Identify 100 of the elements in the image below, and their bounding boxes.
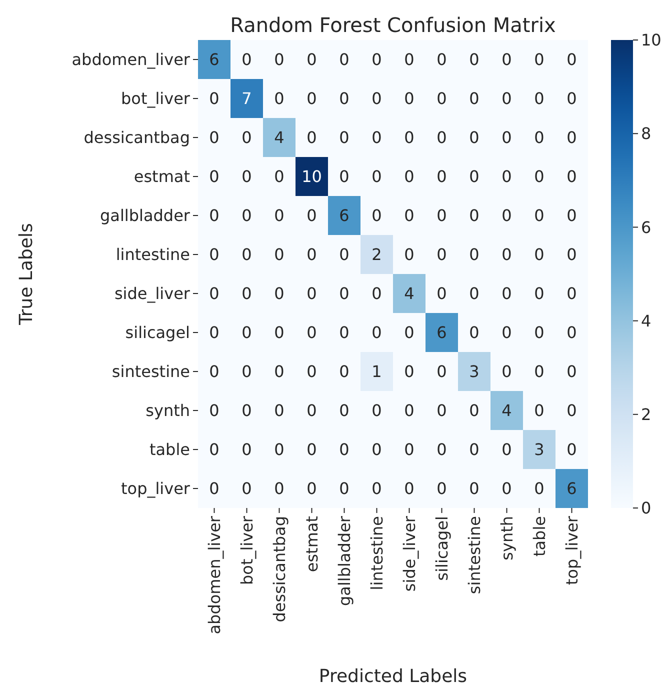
y-tick-label: bot_liver: [121, 89, 190, 108]
data-label: 0: [502, 440, 512, 460]
data-label: 0: [274, 50, 284, 70]
data-label: 0: [209, 167, 220, 186]
x-tick-label: sintestine: [464, 516, 484, 594]
y-tick-label: abdomen_liver: [72, 50, 190, 70]
data-label: 0: [372, 401, 382, 420]
data-label: 0: [566, 284, 577, 304]
data-label: 0: [209, 362, 220, 382]
data-label: 0: [566, 128, 577, 148]
data-label: 0: [534, 206, 544, 226]
data-label: 0: [436, 440, 447, 460]
data-label: 0: [469, 128, 480, 148]
data-label: 0: [534, 362, 544, 382]
data-label: 6: [436, 323, 447, 342]
data-label: 0: [209, 128, 220, 148]
y-tick-label: estmat: [134, 167, 190, 186]
data-label: 0: [339, 479, 350, 498]
data-label: 0: [372, 479, 382, 498]
y-tick-label: side_liver: [114, 284, 190, 304]
data-label: 0: [306, 362, 317, 382]
x-tick-label: top_liver: [562, 516, 582, 585]
data-label: 0: [502, 284, 512, 304]
y-axis-title: True Labels: [16, 223, 37, 326]
data-label: 0: [436, 284, 447, 304]
x-tick-label: bot_liver: [237, 516, 256, 585]
data-label: 0: [502, 89, 512, 108]
data-label: 0: [404, 167, 414, 186]
data-label: 0: [469, 440, 480, 460]
data-label: 0: [339, 362, 350, 382]
data-label: 0: [469, 167, 480, 186]
data-label: 0: [502, 50, 512, 70]
data-label: 0: [274, 206, 284, 226]
x-axis-title: Predicted Labels: [318, 666, 468, 684]
data-label: 0: [274, 401, 284, 420]
data-label: 0: [469, 401, 480, 420]
data-label: 0: [242, 245, 252, 264]
color-bar-label: 8: [641, 124, 652, 144]
data-label: 0: [534, 50, 544, 70]
data-label: 0: [534, 401, 544, 420]
data-label: 0: [566, 89, 577, 108]
data-label: 0: [372, 440, 382, 460]
data-label: 0: [469, 206, 480, 226]
data-label: 0: [209, 440, 220, 460]
data-label: 0: [566, 50, 577, 70]
data-label: 0: [469, 284, 480, 304]
data-label: 0: [339, 245, 350, 264]
data-label: 0: [242, 206, 252, 226]
color-bar-label: 2: [641, 405, 652, 424]
color-bar-label: 6: [641, 218, 652, 237]
x-tick-label: synth: [497, 516, 516, 560]
data-label: 0: [566, 206, 577, 226]
data-label: 0: [534, 479, 544, 498]
data-label: 0: [339, 323, 350, 342]
x-tick-label: dessicantbag: [270, 516, 289, 622]
data-label: 0: [242, 284, 252, 304]
y-tick-label: gallbladder: [100, 206, 190, 226]
data-label: 0: [274, 440, 284, 460]
data-label: 0: [209, 401, 220, 420]
data-label: 3: [534, 440, 544, 460]
data-label: 0: [274, 284, 284, 304]
data-label: 0: [404, 401, 414, 420]
data-label: 0: [534, 167, 544, 186]
data-label: 0: [436, 401, 447, 420]
data-label: 0: [274, 245, 284, 264]
data-label: 0: [436, 89, 447, 108]
data-label: 0: [274, 89, 284, 108]
data-label: 6: [566, 479, 577, 498]
chart-title: Random Forest Confusion Matrix: [230, 13, 556, 37]
data-label: 0: [566, 362, 577, 382]
data-label: 0: [306, 128, 317, 148]
color-bar-label: 10: [641, 30, 661, 50]
data-label: 0: [436, 167, 447, 186]
y-tick-label: table: [149, 440, 190, 460]
data-label: 0: [404, 479, 414, 498]
color-bar-label: 4: [641, 311, 652, 330]
data-label: 0: [306, 401, 317, 420]
data-label: 0: [372, 323, 382, 342]
data-label: 6: [339, 206, 350, 226]
data-label: 0: [274, 362, 284, 382]
data-label: 0: [242, 167, 252, 186]
y-tick-label: synth: [146, 401, 190, 420]
data-label: 0: [566, 401, 577, 420]
data-label: 0: [469, 89, 480, 108]
data-label: 0: [502, 167, 512, 186]
x-tick-label: gallbladder: [334, 516, 354, 606]
data-label: 4: [404, 284, 414, 304]
data-label: 0: [372, 89, 382, 108]
data-label: 0: [372, 128, 382, 148]
x-tick-label: table: [530, 516, 549, 557]
data-label: 0: [372, 284, 382, 304]
y-tick-label: lintestine: [116, 245, 190, 264]
x-tick-label: lintestine: [367, 516, 386, 590]
data-label: 0: [339, 440, 350, 460]
data-label: 0: [306, 440, 317, 460]
data-label: 0: [404, 362, 414, 382]
data-label: 0: [209, 89, 220, 108]
data-label: 0: [436, 50, 447, 70]
data-label: 0: [534, 128, 544, 148]
data-label: 0: [534, 323, 544, 342]
